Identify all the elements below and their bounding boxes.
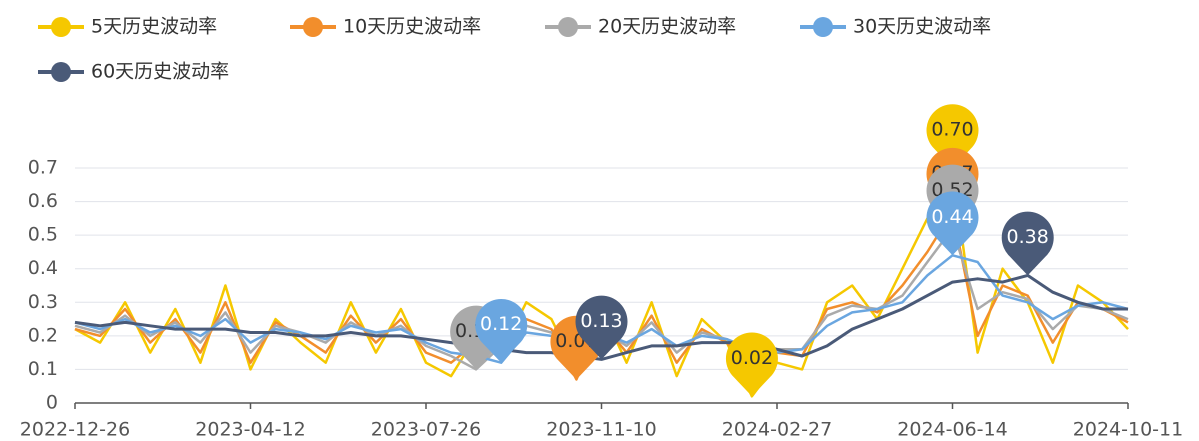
y-tick-label: 0.1 — [28, 358, 58, 380]
mark-label: 0.02 — [731, 347, 773, 369]
legend-label: 20天历史波动率 — [598, 16, 736, 38]
y-tick-label: 0.6 — [28, 190, 58, 212]
x-tick-label: 2023-11-10 — [546, 419, 656, 441]
legend-dot — [51, 17, 71, 37]
mark-label: 0.12 — [480, 313, 522, 335]
x-tick-label: 2022-12-26 — [20, 419, 130, 441]
mark-pin — [575, 295, 628, 360]
mark-label: 0.38 — [1007, 226, 1049, 248]
y-tick-label: 0.4 — [28, 257, 58, 279]
x-tick-label: 2024-10-11 — [1073, 419, 1183, 441]
y-tick-label: 0.7 — [28, 157, 58, 179]
legend-dot — [813, 17, 833, 37]
y-tick-label: 0.2 — [28, 324, 58, 346]
x-tick-label: 2024-02-27 — [722, 419, 832, 441]
x-tick-label: 2023-07-26 — [371, 419, 481, 441]
mark-pin — [725, 332, 778, 397]
mark-pin — [1001, 211, 1054, 276]
mark-pin — [926, 191, 979, 256]
x-tick-label: 2024-06-14 — [897, 419, 1007, 441]
legend-dot — [558, 17, 578, 37]
legend-label: 30天历史波动率 — [853, 16, 991, 38]
series-line — [74, 273, 1128, 361]
legend-dot — [51, 62, 71, 82]
mark-label: 0.70 — [931, 119, 973, 141]
legend-label: 60天历史波动率 — [91, 61, 229, 83]
legend-dot — [303, 17, 323, 37]
y-tick-label: 0 — [46, 392, 58, 414]
mark-pin — [475, 298, 528, 363]
legend-label: 5天历史波动率 — [91, 16, 217, 38]
x-tick-label: 2023-04-12 — [195, 419, 305, 441]
legend-label: 10天历史波动率 — [343, 16, 481, 38]
y-tick-label: 0.3 — [28, 291, 58, 313]
mark-label: 0.13 — [580, 310, 622, 332]
y-tick-label: 0.5 — [28, 224, 58, 246]
mark-label: 0.44 — [931, 206, 973, 228]
